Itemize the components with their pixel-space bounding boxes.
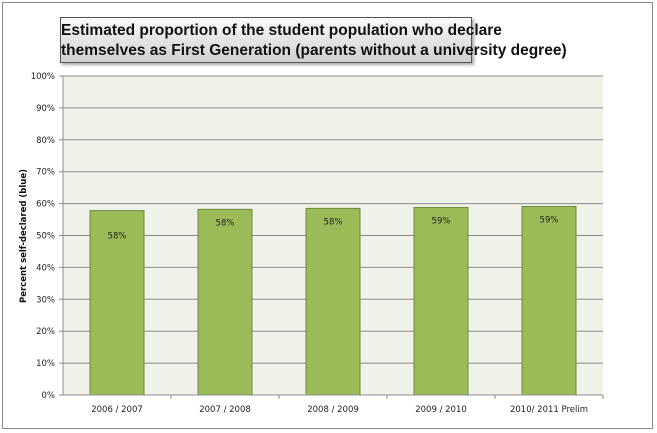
bars: 58% 58% 58% 59% 59% [89, 205, 577, 396]
x-tick-label: 2006 / 2007 [91, 405, 143, 415]
x-tick-label: 2010/ 2011 Prelim [510, 405, 588, 415]
data-label: 59% [432, 216, 451, 226]
y-tick-label: 60% [36, 200, 55, 210]
bar [89, 210, 145, 396]
y-tick-label: 70% [36, 168, 55, 178]
data-label: 58% [108, 232, 127, 242]
x-axis-ticks: 2006 / 2007 2007 / 2008 2008 / 2009 2009 / … [63, 394, 604, 415]
y-tick-label: 0% [42, 391, 56, 401]
data-label: 58% [216, 218, 235, 228]
data-label: 59% [540, 215, 559, 225]
y-tick-label: 100% [31, 72, 55, 82]
y-tick-label: 50% [36, 232, 55, 242]
y-tick-label: 90% [36, 104, 55, 114]
y-tick-label: 10% [36, 359, 55, 369]
title-line-2: themselves as First Generation (parents … [61, 42, 567, 59]
x-tick-label: 2009 / 2010 [415, 405, 467, 415]
x-tick-label: 2007 / 2008 [199, 405, 251, 415]
bar [413, 206, 469, 396]
y-tick-label: 20% [36, 327, 55, 337]
chart-title: Estimated proportion of the student popu… [60, 17, 567, 63]
x-tick-label: 2008 / 2009 [307, 405, 359, 415]
bar [197, 208, 253, 396]
title-line-1: Estimated proportion of the student popu… [61, 22, 502, 39]
y-tick-label: 30% [36, 295, 55, 305]
y-axis-ticks: 0% 10% 20% 30% 40% 50% 60% 70% 80% 90% 100% [31, 72, 55, 401]
y-tick-label: 40% [36, 263, 55, 273]
bar [305, 207, 361, 396]
y-tick-label: 80% [36, 136, 55, 146]
data-label: 58% [324, 217, 343, 227]
y-axis-label: Percent self-declared (blue) [19, 169, 29, 303]
bar [521, 205, 577, 396]
